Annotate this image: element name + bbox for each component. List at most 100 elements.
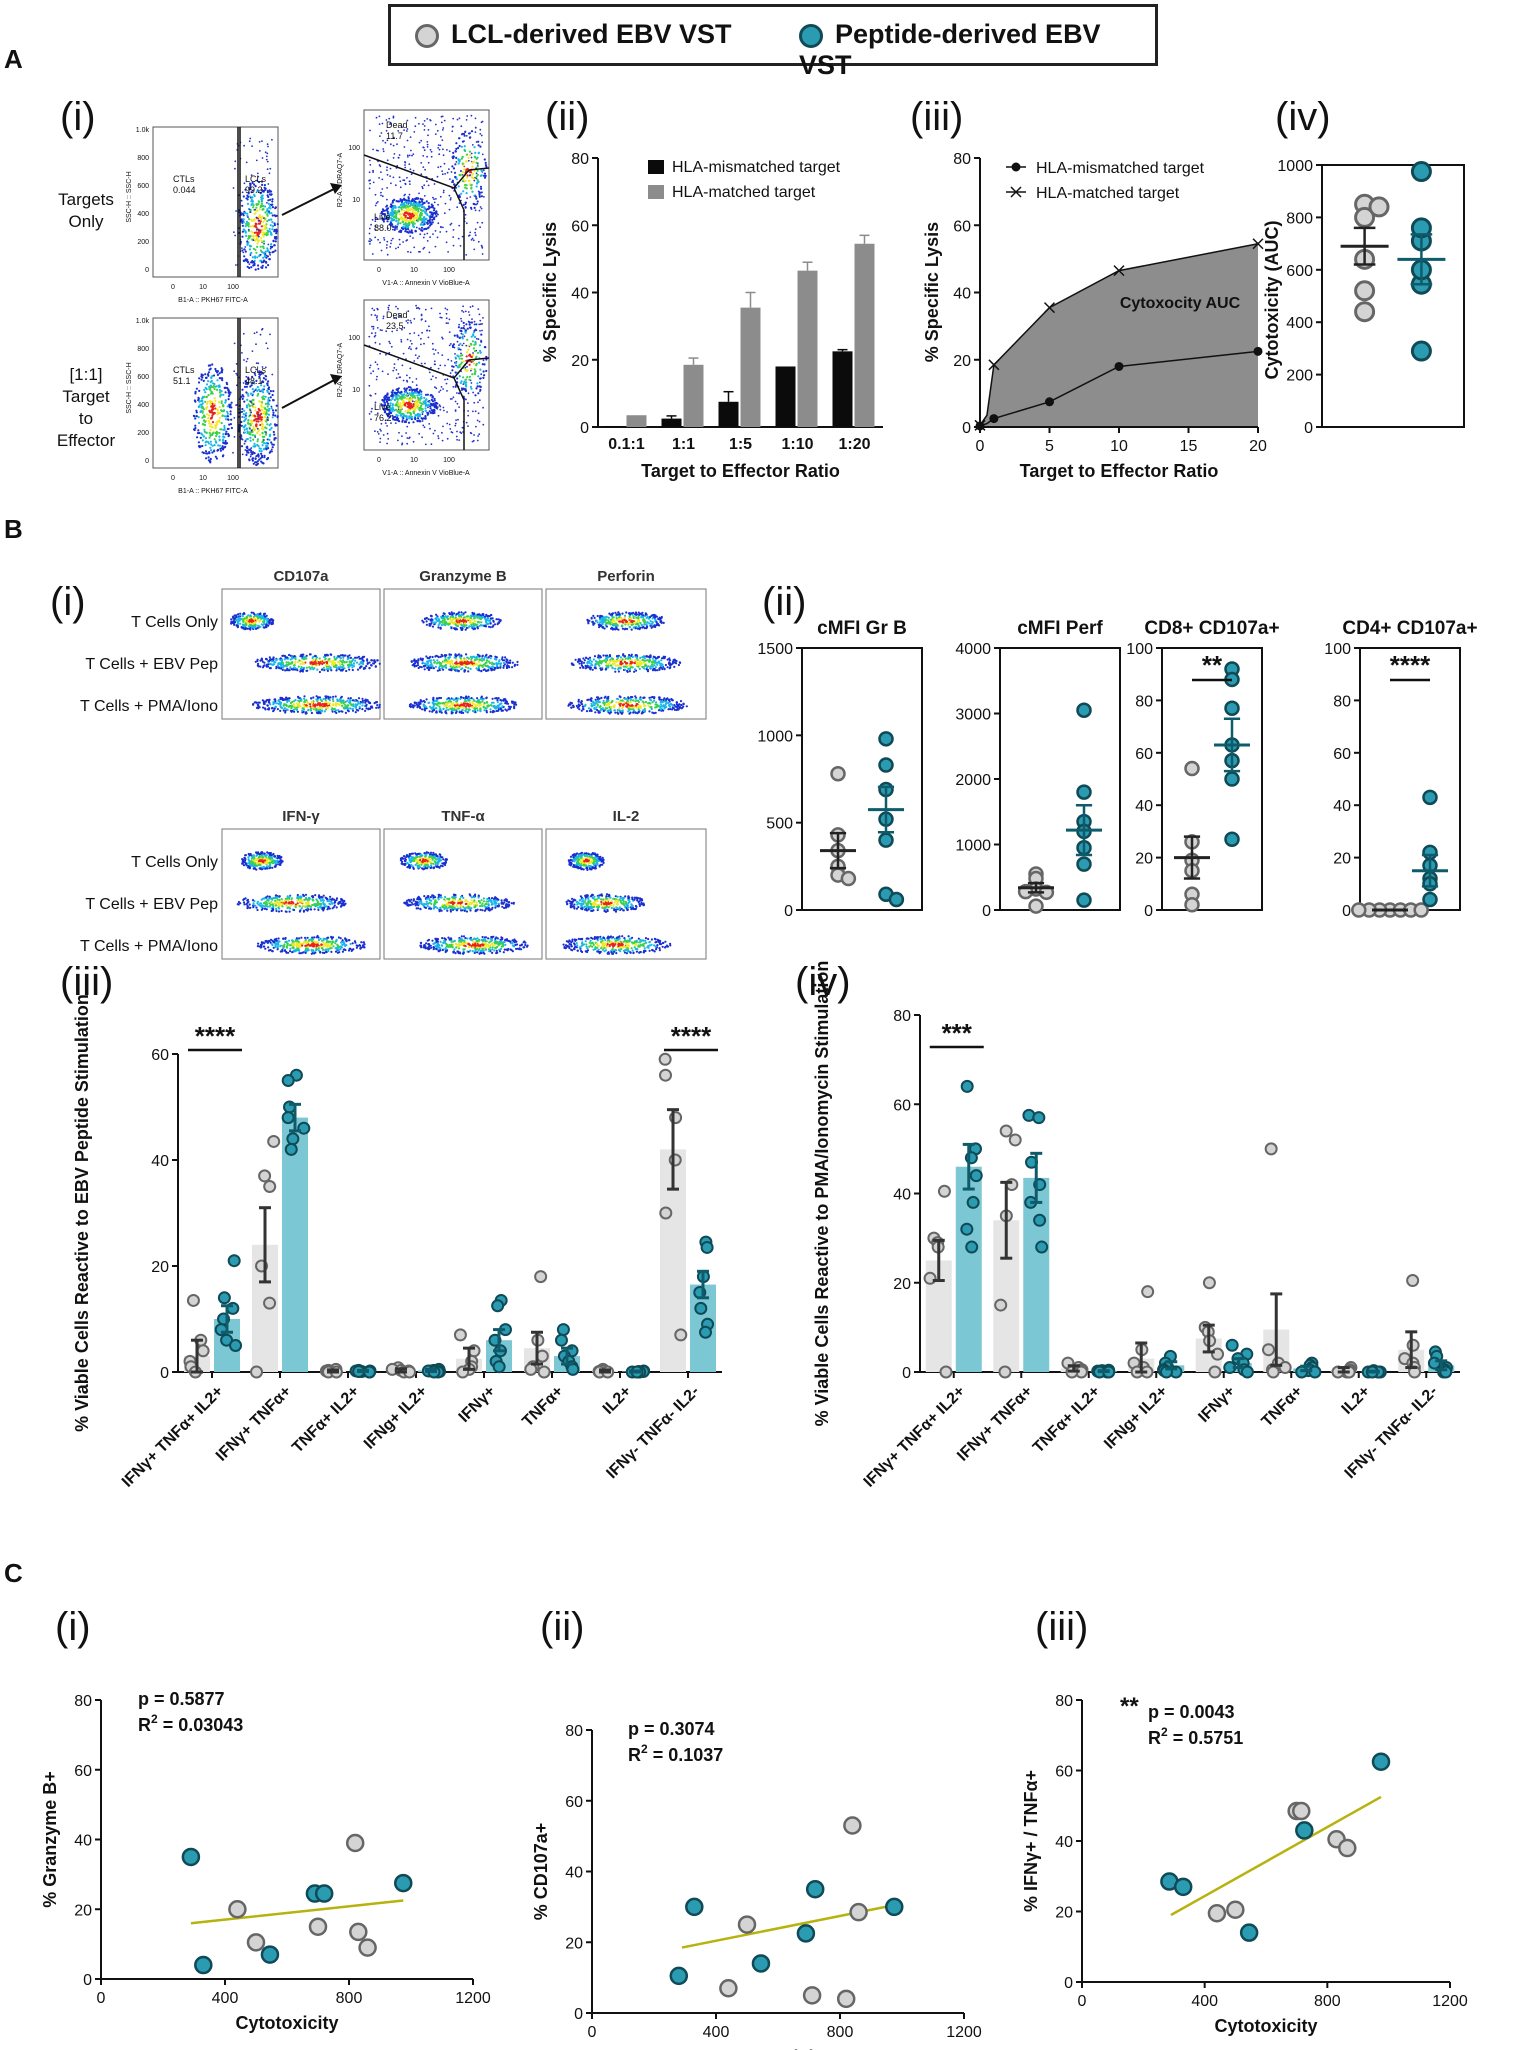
flow-event xyxy=(342,702,345,705)
flow-event xyxy=(385,353,387,356)
legend-label: HLA-mismatched target xyxy=(1036,160,1205,177)
flow-event xyxy=(223,426,226,430)
flow-event xyxy=(233,417,236,419)
flow-event xyxy=(489,619,492,622)
flow-event xyxy=(418,391,421,394)
flow-event xyxy=(421,411,424,414)
flow-event xyxy=(281,707,284,710)
flow-event xyxy=(274,698,277,701)
flow-event xyxy=(245,161,248,164)
flow-event xyxy=(406,380,409,383)
flow-event xyxy=(257,362,260,365)
flow-event xyxy=(406,338,409,341)
flow-event xyxy=(420,205,423,208)
flow-event xyxy=(473,362,476,365)
flow-event xyxy=(407,250,409,253)
flow-event xyxy=(219,449,222,452)
flow-event xyxy=(246,445,249,448)
flow-event xyxy=(349,697,352,700)
flow-event xyxy=(470,114,473,117)
flow-event xyxy=(376,308,379,311)
flow-event xyxy=(478,420,481,423)
flow-event xyxy=(465,160,468,163)
flow-event xyxy=(261,264,264,267)
flow-event xyxy=(218,439,221,442)
flow-event xyxy=(397,219,400,222)
flow-event xyxy=(288,705,291,708)
flow-event xyxy=(412,421,415,424)
flow-event xyxy=(433,353,435,355)
flow-event xyxy=(467,402,469,404)
flow-event xyxy=(472,391,474,394)
flow-event xyxy=(431,625,435,628)
flow-event xyxy=(422,400,425,403)
flow-event xyxy=(254,239,257,242)
flow-event xyxy=(262,240,266,243)
flow-event xyxy=(474,151,477,154)
flow-event xyxy=(444,173,446,175)
flow-event xyxy=(316,668,319,671)
flow-event xyxy=(262,221,265,224)
flow-event xyxy=(260,405,263,408)
flow-event xyxy=(416,217,419,220)
flow-event xyxy=(477,338,480,341)
flow-event xyxy=(393,153,396,155)
flow-event xyxy=(456,621,459,624)
flow-event xyxy=(261,140,263,143)
flow-event xyxy=(351,668,354,672)
flow-event xyxy=(433,360,436,363)
flow-event xyxy=(244,622,247,625)
flow-event xyxy=(202,423,205,426)
flow-axis-x: V1-A :: Annexin V VioBlue-A xyxy=(382,470,470,477)
flow-event xyxy=(361,708,364,711)
flow-event xyxy=(265,260,268,264)
flow-event xyxy=(391,414,394,417)
flow-event xyxy=(203,430,206,433)
flow-event xyxy=(434,230,437,232)
flow-event xyxy=(472,626,475,629)
flow-event xyxy=(249,409,252,412)
flow-event xyxy=(415,226,418,229)
flow-event xyxy=(426,180,428,183)
flow-event xyxy=(207,416,210,420)
flow-event xyxy=(402,223,405,226)
flow-event xyxy=(222,438,225,441)
panel-label-Ci: (i) xyxy=(55,1605,91,1649)
flow-event xyxy=(270,190,273,193)
flow-event xyxy=(204,391,207,394)
flow-event xyxy=(467,156,470,159)
flow-event xyxy=(448,150,451,153)
gate-label: Live xyxy=(374,402,391,412)
flow-event xyxy=(369,364,372,367)
flow-event xyxy=(403,420,407,424)
flow-event xyxy=(397,200,401,203)
flow-event xyxy=(437,435,439,437)
flow-event xyxy=(273,224,276,227)
flow-event xyxy=(448,168,450,171)
flow-event xyxy=(408,389,411,392)
flow-event xyxy=(462,376,465,379)
flow-event xyxy=(351,666,354,669)
flow-event xyxy=(433,207,436,210)
flow-event xyxy=(461,309,463,312)
flow-event xyxy=(218,405,221,409)
flow-event xyxy=(452,229,455,231)
flow-event xyxy=(193,415,196,418)
flow-event xyxy=(264,415,267,419)
flow-event xyxy=(470,368,473,371)
flow-event xyxy=(263,447,266,450)
flow-event xyxy=(330,660,333,663)
flow-event xyxy=(428,207,431,210)
flow-event xyxy=(385,247,388,249)
flow-event xyxy=(251,394,254,397)
flow-event xyxy=(417,334,420,337)
x-axis-label: Target to Effector Ratio xyxy=(1020,461,1219,481)
flow-event xyxy=(441,129,444,131)
flow-event xyxy=(391,397,394,400)
flow-tick: 200 xyxy=(137,239,149,246)
flow-event xyxy=(463,145,466,148)
data-point-lcl xyxy=(1354,280,1376,302)
flow-event xyxy=(451,130,454,133)
flow-event xyxy=(449,372,452,374)
flow-event xyxy=(293,655,296,658)
